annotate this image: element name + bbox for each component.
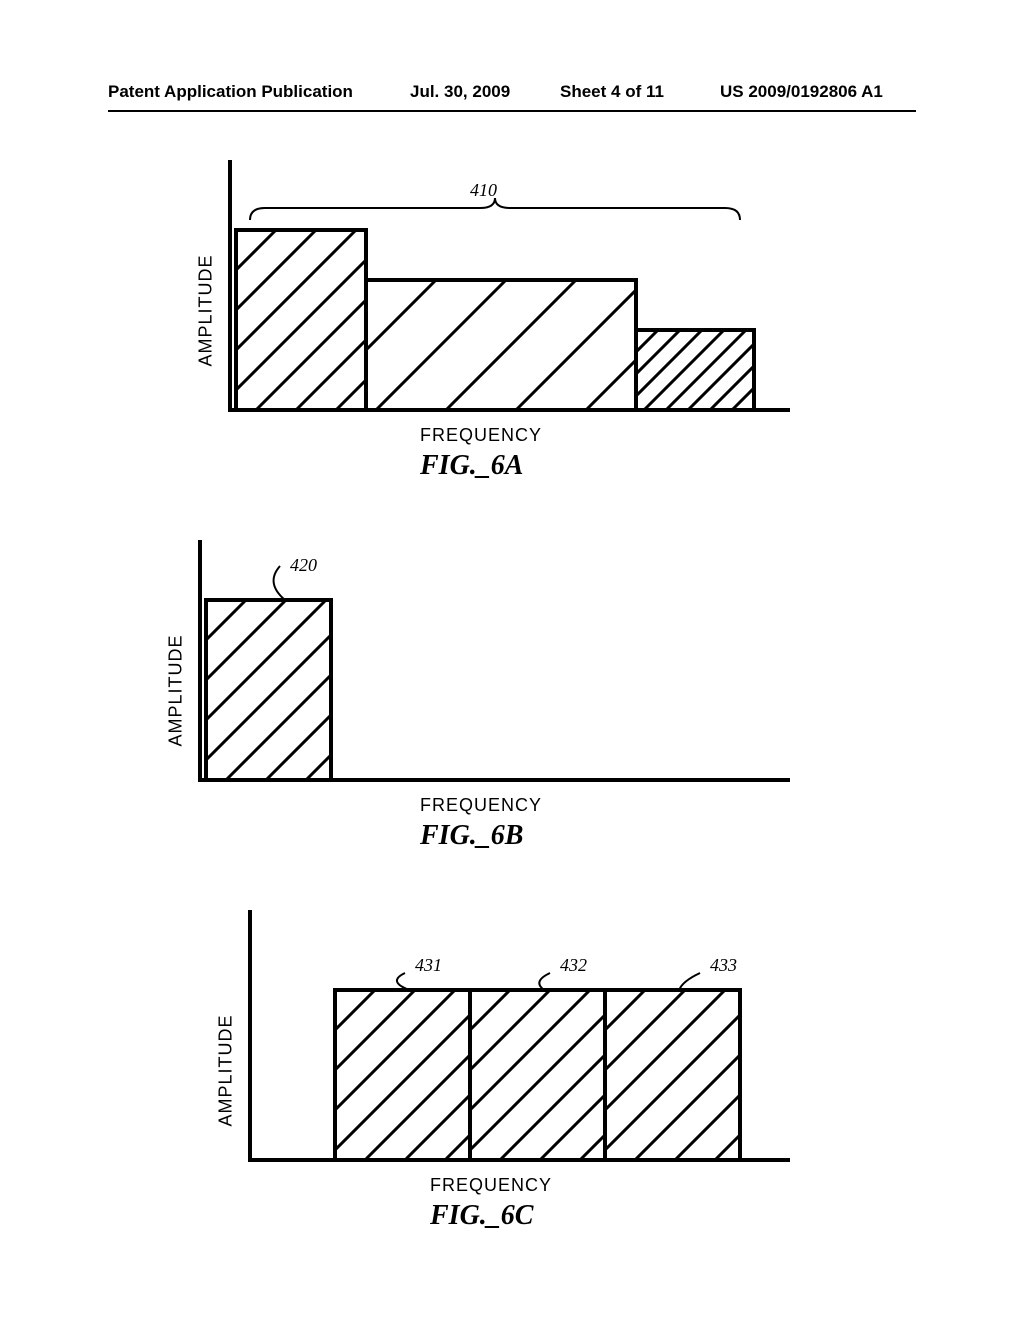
fig6c-ref433: 433 xyxy=(710,955,737,976)
page: Patent Application Publication Jul. 30, … xyxy=(0,0,1024,1320)
figure-6c-svg xyxy=(0,0,1024,1300)
fig6c-ref431: 431 xyxy=(415,955,442,976)
fig6c-label: FIG._6C xyxy=(430,1200,533,1232)
fig6c-xlabel: FREQUENCY xyxy=(430,1175,552,1196)
fig6c-ylabel: AMPLITUDE xyxy=(216,1014,237,1126)
fig6c-ref432: 432 xyxy=(560,955,587,976)
